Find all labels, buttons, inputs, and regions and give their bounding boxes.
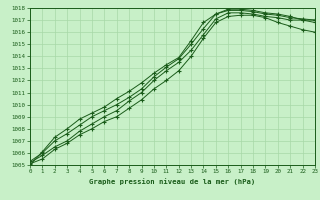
X-axis label: Graphe pression niveau de la mer (hPa): Graphe pression niveau de la mer (hPa) — [89, 178, 256, 185]
